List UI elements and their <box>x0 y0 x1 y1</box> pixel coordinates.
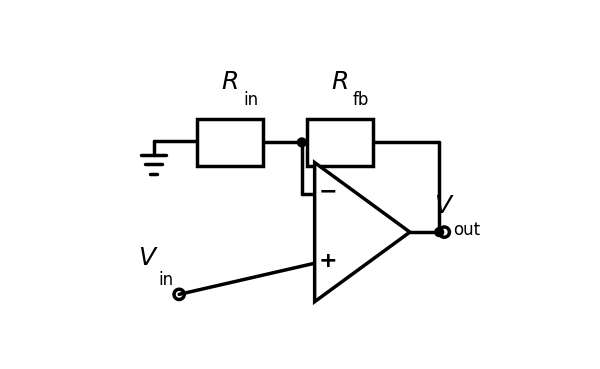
Circle shape <box>435 228 443 237</box>
Circle shape <box>298 138 306 147</box>
Text: V: V <box>434 194 451 218</box>
Text: in: in <box>243 91 258 109</box>
Text: −: − <box>318 182 337 202</box>
Polygon shape <box>314 162 410 302</box>
Text: R: R <box>332 70 349 94</box>
Text: +: + <box>318 251 337 272</box>
Text: in: in <box>159 271 174 289</box>
Text: fb: fb <box>352 91 368 109</box>
Text: V: V <box>137 246 155 270</box>
Text: out: out <box>453 221 480 239</box>
Bar <box>307 118 373 166</box>
Text: R: R <box>222 70 239 94</box>
Bar <box>197 118 263 166</box>
